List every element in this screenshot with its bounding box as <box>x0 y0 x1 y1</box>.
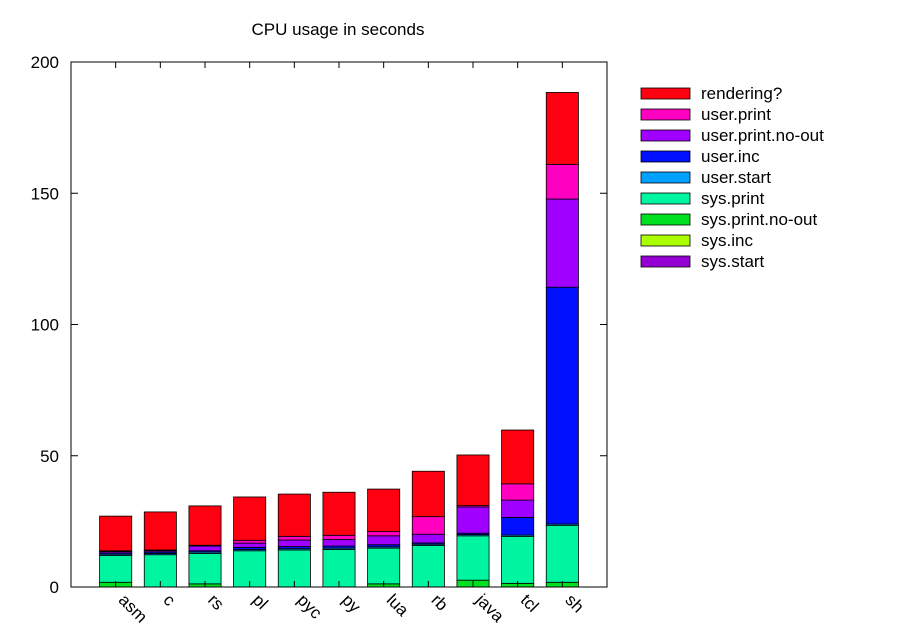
legend-label: user.print.no-out <box>701 126 824 145</box>
x-tick-label: py <box>338 590 364 616</box>
legend-swatch <box>640 129 691 142</box>
bar-segment-lua-sys-print <box>367 547 401 585</box>
y-tick-label: 150 <box>31 184 59 203</box>
bar-segment-rb-user-print-no-out <box>411 533 445 544</box>
x-tick-label: pyc <box>294 590 326 622</box>
bar-segment-c-rendering- <box>143 511 177 551</box>
bar-segment-py-rendering- <box>322 491 356 536</box>
legend-swatch <box>640 192 691 205</box>
bar-segment-sh-user-inc <box>545 286 579 525</box>
y-tick-label: 100 <box>31 316 59 335</box>
bar-segment-tcl-user-print <box>501 483 535 501</box>
bar-segment-rs-user-print-no-out <box>188 545 222 552</box>
x-tick-label: sh <box>562 590 588 616</box>
bar-segment-sh-sys-print <box>545 524 579 583</box>
bar-segment-pyc-rendering- <box>277 493 311 537</box>
bar-segment-tcl-rendering- <box>501 429 535 485</box>
legend: rendering? user.print user.print.no-out use… <box>640 84 824 271</box>
bar-segment-pyc-user-print <box>277 535 311 541</box>
bar-segment-tcl-user-print-no-out <box>501 499 535 518</box>
bar-segment-lua-user-print <box>367 531 401 537</box>
bar-segment-rb-rendering- <box>411 470 445 518</box>
legend-swatch <box>640 171 691 184</box>
legend-swatch <box>640 234 691 247</box>
y-tick-label: 0 <box>50 578 59 597</box>
bar-segment-sh-user-print-no-out <box>545 198 579 288</box>
x-tick-label: asm <box>115 590 151 626</box>
bar-segment-rb-user-print <box>411 516 445 535</box>
legend-swatch <box>640 150 691 163</box>
y-tick-label: 200 <box>31 53 59 72</box>
legend-label: sys.print <box>701 189 765 208</box>
bar-segment-asm-sys-print <box>99 555 133 583</box>
bar-segment-java-sys-print <box>456 535 490 581</box>
x-tick-label: rs <box>204 590 227 613</box>
bar-segment-pyc-user-print-no-out <box>277 539 311 547</box>
legend-label: rendering? <box>701 84 782 103</box>
x-tick-label: lua <box>383 590 413 620</box>
bars-group <box>99 92 579 588</box>
x-tick-label: java <box>471 590 508 627</box>
legend-swatch <box>640 213 691 226</box>
legend-swatch <box>640 87 691 100</box>
legend-label: sys.inc <box>701 231 753 250</box>
bar-segment-tcl-user-inc <box>501 517 535 536</box>
bar-segment-py-user-print <box>322 534 356 540</box>
x-tick-label: pl <box>249 590 272 613</box>
x-tick-label: c <box>160 590 180 610</box>
legend-swatch <box>640 108 691 121</box>
legend-label: user.print <box>701 105 771 124</box>
bar-segment-asm-rendering- <box>99 515 133 552</box>
legend-label: sys.print.no-out <box>701 210 817 229</box>
x-tick-label: rb <box>428 590 452 614</box>
bar-segment-tcl-sys-print <box>501 535 535 584</box>
bar-segment-rb-sys-print <box>411 545 445 588</box>
legend-label: sys.start <box>701 252 765 271</box>
legend-label: user.inc <box>701 147 760 166</box>
bar-segment-lua-rendering- <box>367 488 401 533</box>
bar-segment-java-user-print-no-out <box>456 506 490 534</box>
legend-label: user.start <box>701 168 771 187</box>
bar-segment-rs-rendering- <box>188 505 222 546</box>
bar-segment-sh-rendering- <box>545 92 579 165</box>
y-tick-label: 50 <box>40 447 59 466</box>
x-tick-label: tcl <box>517 590 542 615</box>
bar-segment-rs-sys-print <box>188 553 222 585</box>
bar-segment-lua-user-print-no-out <box>367 535 401 546</box>
bar-segment-pl-rendering- <box>233 496 267 541</box>
bar-segment-pl-user-print <box>233 539 267 544</box>
bar-segment-java-rendering- <box>456 454 490 507</box>
chart-title: CPU usage in seconds <box>252 20 425 39</box>
legend-swatch <box>640 255 691 268</box>
bar-segment-pl-user-print-no-out <box>233 542 267 548</box>
bar-segment-py-user-print-no-out <box>322 539 356 547</box>
bar-segment-sh-user-print <box>545 163 579 200</box>
